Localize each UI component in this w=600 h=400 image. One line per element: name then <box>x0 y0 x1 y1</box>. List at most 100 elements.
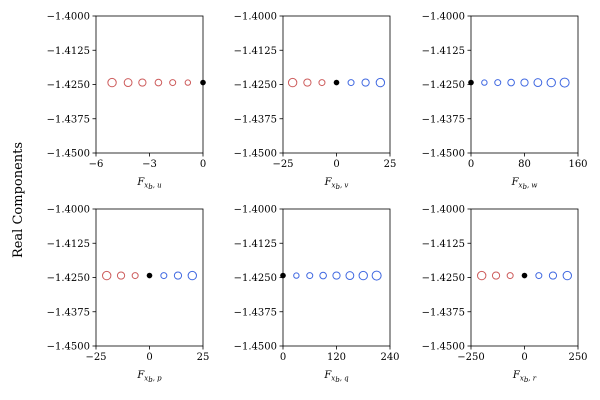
negative-point <box>107 77 117 88</box>
negative-point <box>154 78 163 87</box>
x-axis-label: Fxb, p <box>136 370 162 384</box>
x-axis-label-sub2: b <box>336 183 341 191</box>
axes-frame <box>470 15 579 154</box>
x-axis-label-main: F <box>136 370 145 381</box>
y-tick-label: −1.4000 <box>422 12 465 23</box>
positive-point <box>306 272 314 280</box>
negative-point <box>123 78 133 87</box>
y-tick-label: −1.4375 <box>47 307 90 318</box>
positive-point <box>481 79 488 86</box>
positive-point <box>546 77 556 88</box>
x-axis-label-sub2: b <box>522 183 527 191</box>
x-axis-label-sub2: b <box>148 183 153 191</box>
x-tick-label: 25 <box>384 159 397 170</box>
x-axis-label-main: F <box>512 370 521 381</box>
positive-point <box>332 271 341 280</box>
negative-point <box>131 272 139 280</box>
y-tick-label: −1.4125 <box>234 239 277 250</box>
positive-point <box>361 78 370 87</box>
y-tick-label: −1.4250 <box>234 80 277 91</box>
negative-point <box>116 271 126 280</box>
positive-point <box>187 270 198 281</box>
positive-point <box>562 270 572 281</box>
x-tick-label: 25 <box>197 352 210 363</box>
negative-point <box>506 272 514 280</box>
negative-point <box>102 270 112 281</box>
y-tick-label: −1.4125 <box>47 239 90 250</box>
x-axis-label-sub: x <box>144 182 148 190</box>
subplot-r: −1.4000 −1.4125 −1.4250 −1.4375 −1.4500−250 0… <box>422 205 588 385</box>
x-axis-label-sub: x <box>520 375 524 383</box>
x-axis-label-main: F <box>511 177 520 188</box>
y-tick-label: −1.4250 <box>422 273 465 284</box>
x-tick-label: 120 <box>327 352 346 363</box>
y-tick-label: −1.4000 <box>47 12 90 23</box>
positive-point <box>371 270 382 281</box>
positive-point <box>559 77 570 88</box>
positive-point <box>535 272 543 280</box>
positive-point <box>507 78 515 87</box>
x-axis-label: Fxb, u <box>136 177 162 191</box>
negative-point <box>318 79 326 87</box>
baseline-point <box>468 79 474 86</box>
positive-point <box>173 271 183 280</box>
negative-point <box>138 78 147 87</box>
y-tick-label: −1.4375 <box>47 114 90 125</box>
positive-point <box>319 271 327 280</box>
negative-point <box>287 77 298 88</box>
positive-point <box>520 78 529 87</box>
y-tick-label: −1.4000 <box>47 205 90 216</box>
x-axis-label-suffix: , w <box>527 182 537 190</box>
subplot-grid: −1.4000−1.4125−1.4250−1.4375−1.4500−6 −3 0… <box>47 12 588 385</box>
negative-point <box>169 79 177 87</box>
x-tick-label: 0 <box>468 159 474 170</box>
x-tick-label: 80 <box>518 159 531 170</box>
x-tick-label: 0 <box>146 352 152 363</box>
x-tick-label: −250 <box>457 352 484 363</box>
x-tick-label: 0 <box>521 352 527 363</box>
y-tick-label: −1.4125 <box>47 46 90 57</box>
baseline-point <box>521 272 528 279</box>
x-tick-label: 240 <box>380 352 399 363</box>
x-axis-label-main: F <box>323 370 332 381</box>
x-axis-label-main: F <box>136 177 145 188</box>
positive-point <box>358 270 368 281</box>
positive-point <box>494 79 502 87</box>
y-tick-label: −1.4500 <box>234 342 277 353</box>
x-tick-label: 250 <box>568 352 587 363</box>
x-axis-label: Fxb, q <box>323 370 349 384</box>
positive-point <box>293 272 300 279</box>
baseline-point <box>333 79 340 86</box>
negative-point <box>184 79 192 86</box>
subplot-u: −1.4000 −1.4125 −1.4250 −1.4375 −1.4500−6 −3 0… <box>47 12 207 192</box>
figure-y-label: Real Components <box>11 142 26 258</box>
y-tick-label: −1.4000 <box>234 12 277 23</box>
y-tick-label: −1.4500 <box>422 149 465 160</box>
x-axis-label: Fxb, w <box>511 177 538 191</box>
x-tick-label: −25 <box>272 159 293 170</box>
x-axis-label-sub2: b <box>335 376 340 384</box>
y-tick-label: −1.4250 <box>47 80 90 91</box>
x-tick-label: −3 <box>142 159 157 170</box>
y-tick-label: −1.4500 <box>422 342 465 353</box>
x-axis-label-suffix: , r <box>528 375 536 383</box>
x-axis-label: Fxb, r <box>512 370 537 384</box>
x-axis-label-suffix: , q <box>340 375 349 383</box>
positive-point <box>160 272 168 280</box>
baseline-point <box>200 79 206 86</box>
x-axis-label-sub2: b <box>524 376 529 384</box>
positive-point <box>345 271 355 280</box>
y-tick-label: −1.4375 <box>422 307 465 318</box>
subplot-p: −1.4000 −1.4125 −1.4250 −1.4375 −1.4500−25 0 2… <box>47 205 210 385</box>
x-axis-label-suffix: , p <box>153 375 162 383</box>
y-tick-label: −1.4000 <box>234 205 277 216</box>
x-axis-label-sub: x <box>332 182 336 190</box>
positive-point <box>347 79 355 87</box>
x-axis-label-sub: x <box>331 375 335 383</box>
baseline-point <box>280 272 286 279</box>
x-axis-label-sub: x <box>519 182 523 190</box>
y-tick-label: −1.4250 <box>422 80 465 91</box>
y-tick-label: −1.4500 <box>47 342 90 353</box>
x-axis-label-suffix: , u <box>153 182 162 190</box>
